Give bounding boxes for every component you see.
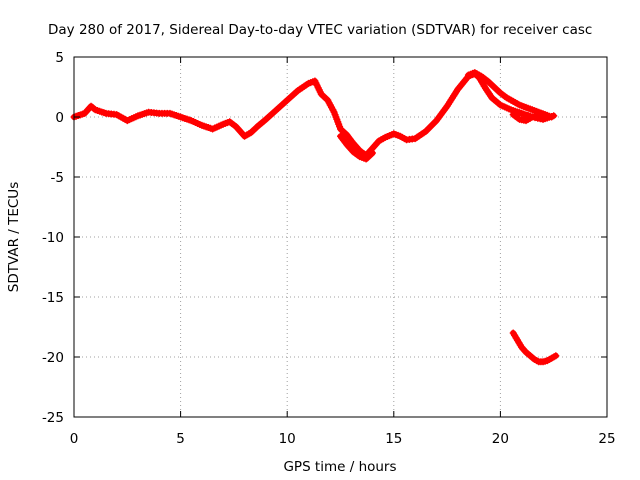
data-point — [252, 124, 260, 132]
data-point — [317, 90, 325, 98]
axis-ticks: 0 5 10 15 20 25 5 0 -5 -10 -15 -20 -25 — [42, 50, 616, 447]
data-point — [535, 112, 543, 120]
y-axis-label: SDTVAR / TECUs — [6, 182, 22, 292]
x-tick-label: 20 — [492, 431, 509, 447]
data-point — [321, 93, 329, 101]
x-tick-label: 5 — [176, 431, 185, 447]
data-point — [249, 127, 257, 135]
data-point — [319, 92, 327, 100]
data-point — [362, 155, 370, 163]
data-point — [492, 85, 500, 92]
y-tick-label: -25 — [42, 410, 64, 426]
data-point — [250, 126, 258, 134]
y-tick-label: 0 — [55, 110, 64, 126]
data-point — [552, 352, 560, 360]
data-point — [495, 88, 503, 95]
data-point — [364, 154, 372, 161]
x-axis-label: GPS time / hours — [283, 459, 396, 475]
series-isolated-arc — [509, 329, 560, 366]
data-point — [247, 129, 255, 137]
data-point — [337, 125, 344, 133]
x-tick-label: 15 — [385, 431, 402, 447]
data-point — [368, 149, 376, 157]
data-point — [341, 130, 349, 137]
data-point — [487, 80, 495, 88]
y-tick-label: -5 — [51, 170, 64, 186]
series-main-trace — [70, 70, 558, 159]
data-point — [484, 77, 492, 85]
y-tick-label: -10 — [42, 230, 64, 246]
data-point — [322, 95, 330, 103]
data-point — [365, 152, 373, 160]
data-point — [340, 128, 348, 136]
y-tick-label: 5 — [55, 50, 64, 66]
data-point — [493, 86, 501, 94]
data-point — [485, 79, 493, 86]
x-tick-label: 25 — [598, 431, 615, 447]
data-series — [70, 69, 560, 366]
data-point — [490, 83, 498, 91]
x-tick-label: 0 — [70, 431, 79, 447]
data-point — [548, 113, 556, 121]
y-tick-label: -15 — [42, 290, 64, 306]
data-point — [488, 82, 496, 89]
chart-title: Day 280 of 2017, Sidereal Day-to-day VTE… — [48, 22, 592, 38]
x-tick-label: 10 — [279, 431, 296, 447]
data-point — [338, 127, 346, 134]
data-point — [367, 151, 375, 158]
series-lower-branch — [337, 111, 543, 163]
y-tick-label: -20 — [42, 350, 64, 366]
data-point — [521, 347, 529, 355]
